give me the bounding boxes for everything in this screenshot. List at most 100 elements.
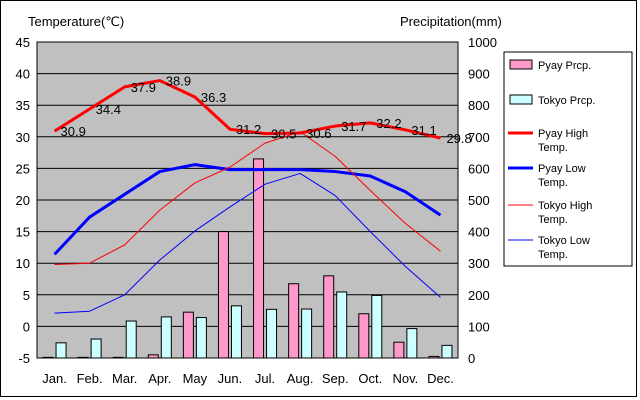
- left-tick-label: 30: [16, 130, 30, 145]
- x-tick-label: Dec.: [427, 371, 454, 386]
- pyay-prcp-bar: [358, 313, 370, 359]
- tokyo-prcp-bar: [230, 305, 242, 359]
- pyay-prcp-bar: [288, 283, 300, 359]
- legend-swatch: [509, 94, 533, 105]
- tokyo-prcp-bar: [125, 320, 137, 359]
- right-tick-label: 700: [468, 130, 490, 145]
- left-tick-label: 5: [23, 288, 30, 303]
- left-tick-label: 20: [16, 193, 30, 208]
- tokyo-prcp-bar: [160, 316, 172, 359]
- legend-item-pyay-low: Pyay Low Temp.: [508, 163, 586, 189]
- pyay-prcp-bar: [217, 231, 229, 359]
- temperature-lines: [53, 79, 442, 314]
- tokyo-prcp-bar: [441, 344, 453, 359]
- gridlines: [37, 73, 458, 327]
- tokyo-prcp-bar: [55, 342, 67, 359]
- x-tick-label: Jan.: [42, 371, 67, 386]
- pyay-high-value-label: 31.7: [341, 119, 366, 134]
- pyay-high-value-label: 30.5: [271, 127, 296, 142]
- right-axis-ticks: 0 100 200 300 400 500 600 700 800 900 1000: [468, 35, 497, 366]
- x-tick-label: Nov.: [392, 371, 418, 386]
- right-tick-label: 500: [468, 193, 490, 208]
- pyay-prcp-bar: [323, 275, 335, 359]
- pyay-high-value-label: 38.9: [166, 74, 191, 89]
- right-tick-label: 0: [468, 351, 475, 366]
- x-tick-label: Oct.: [358, 371, 382, 386]
- pyay-prcp-bar: [393, 341, 405, 359]
- pyay-high-value-label: 31.2: [236, 122, 261, 137]
- left-axis-ticks: -5 0 5 10 15 20 25 30 35 40 45: [16, 35, 30, 366]
- pyay-high-value-label: 36.3: [201, 90, 226, 105]
- pyay-high-value-label: 30.9: [61, 124, 86, 139]
- pyay-prcp-bar: [77, 356, 89, 359]
- tokyo-prcp-bar: [336, 291, 348, 359]
- x-tick-label: Jul.: [255, 371, 275, 386]
- legend-item-pyay-prcp: Pyay Prcp.: [509, 59, 591, 72]
- x-tick-label: Apr.: [148, 371, 171, 386]
- pyay-high-value-label: 34.4: [96, 102, 121, 117]
- legend-label: Tokyo Prcp.: [538, 95, 595, 107]
- right-tick-label: 400: [468, 225, 490, 240]
- pyay-low-line: [53, 163, 442, 256]
- pyay-high-value-label: 29.8: [446, 131, 471, 146]
- left-tick-label: 40: [16, 67, 30, 82]
- legend: Pyay Prcp. Tokyo Prcp. Pyay High Temp. Pyay …: [503, 51, 633, 267]
- tokyo-prcp-bar: [266, 308, 278, 359]
- legend-label: Tokyo Low Temp.: [538, 235, 590, 261]
- x-axis-ticks: Jan. Feb. Mar. Apr. May Jun. Jul. Aug. Sep. Oct. N…: [42, 371, 454, 386]
- tokyo-prcp-bar: [90, 338, 102, 359]
- precipitation-bars: [42, 158, 453, 359]
- legend-label: Pyay Low Temp.: [538, 163, 586, 189]
- left-tick-label: -5: [18, 351, 30, 366]
- legend-label: Tokyo High Temp.: [538, 200, 592, 226]
- left-tick-label: 35: [16, 98, 30, 113]
- left-axis-title: Temperature(℃): [28, 14, 124, 29]
- x-tick-label: Feb.: [77, 371, 103, 386]
- right-axis-title: Precipitation(mm): [400, 14, 502, 29]
- tokyo-prcp-bar: [195, 317, 207, 359]
- legend-label: Pyay High Temp.: [538, 128, 588, 154]
- pyay-high-value-label: 32.2: [376, 116, 401, 131]
- tokyo-prcp-bar: [301, 308, 313, 359]
- tokyo-prcp-bar: [406, 328, 418, 359]
- pyay-prcp-bar: [428, 355, 440, 359]
- x-tick-label: Sep.: [322, 371, 349, 386]
- tokyo-low-line: [54, 172, 441, 314]
- pyay-prcp-bar: [253, 158, 265, 359]
- tokyo-high-line: [54, 131, 441, 265]
- x-tick-label: Jun.: [218, 371, 243, 386]
- legend-label: Pyay Prcp.: [538, 60, 591, 72]
- legend-item-tokyo-prcp: Tokyo Prcp.: [509, 94, 595, 107]
- left-tick-label: 15: [16, 225, 30, 240]
- pyay-high-value-label: 30.6: [306, 126, 331, 141]
- legend-item-tokyo-high: Tokyo High Temp.: [508, 200, 592, 226]
- legend-item-tokyo-low: Tokyo Low Temp.: [508, 235, 590, 261]
- legend-item-pyay-high: Pyay High Temp.: [508, 128, 588, 154]
- pyay-high-value-label: 31.1: [411, 123, 436, 138]
- pyay-prcp-bar: [147, 354, 159, 359]
- left-tick-label: 10: [16, 256, 30, 271]
- pyay-prcp-bar: [182, 311, 194, 359]
- right-tick-label: 200: [468, 288, 490, 303]
- left-tick-label: 45: [16, 35, 30, 50]
- pyay-high-value-label: 37.9: [131, 80, 156, 95]
- legend-box: [503, 51, 633, 267]
- legend-swatch: [509, 59, 533, 70]
- right-tick-label: 600: [468, 161, 490, 176]
- left-tick-label: 0: [23, 319, 30, 334]
- pyay-high-labels: 30.9 34.4 37.9 38.9 36.3 31.2 30.5 30.6 31.7 32.2…: [61, 74, 472, 147]
- pyay-high-line: [53, 79, 441, 140]
- tokyo-prcp-bar: [371, 294, 383, 359]
- x-tick-label: Aug.: [287, 371, 314, 386]
- right-tick-label: 100: [468, 319, 490, 334]
- right-tick-label: 800: [468, 98, 490, 113]
- x-tick-label: May: [183, 371, 208, 386]
- right-tick-label: 300: [468, 256, 490, 271]
- right-tick-label: 900: [468, 67, 490, 82]
- pyay-prcp-bar: [112, 356, 124, 359]
- left-tick-label: 25: [16, 161, 30, 176]
- x-tick-label: Mar.: [112, 371, 137, 386]
- right-tick-label: 1000: [468, 35, 497, 50]
- pyay-prcp-bar: [42, 356, 54, 359]
